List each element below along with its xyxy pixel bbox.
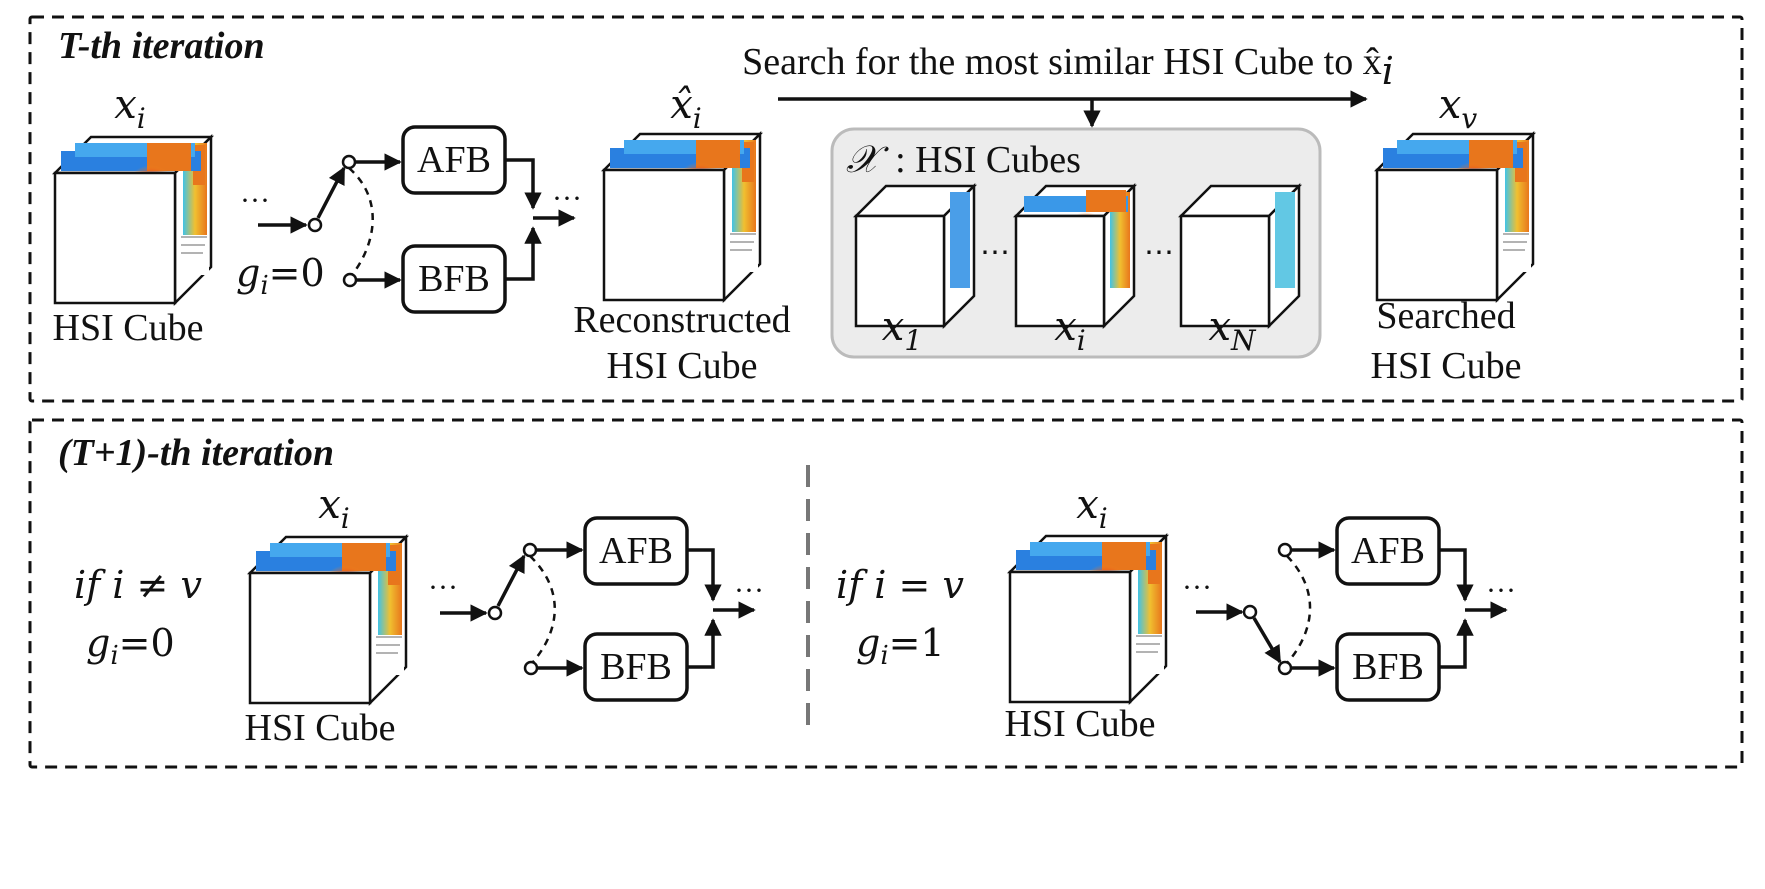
bottom-left-gate-switch: ··· [428, 541, 584, 677]
bottom-right-gate-switch: ··· [1182, 541, 1336, 677]
svg-text:AFB: AFB [1351, 530, 1425, 572]
reconstructed-cube-symbol: x̂i [670, 82, 702, 135]
set-caption: : HSI Cubes [895, 139, 1081, 181]
searched-label-line2: HSI Cube [1371, 345, 1522, 387]
reconstructed-hsi-cube: x̂i Reconstructed HSI Cube [573, 82, 790, 387]
input-hsi-cube: xi HSI Cube [53, 82, 213, 349]
ellipsis: ··· [1182, 571, 1212, 604]
gate-value-top: gi=0 [236, 251, 325, 301]
ellipsis: ··· [1486, 574, 1516, 607]
top-panel-title: T-th iteration [58, 25, 265, 67]
bottom-panel: (T+1)-th iteration [28, 418, 1744, 769]
bfb-block-bottom-left: BFB [583, 632, 689, 702]
search-step: Search for the most similar HSI Cube to … [742, 41, 1394, 128]
svg-text:BFB: BFB [600, 646, 672, 688]
input-cube-label: HSI Cube [53, 307, 204, 349]
bottom-left-hsi-cube: xi HSI Cube [245, 482, 408, 749]
hsi-cube-set: 𝒳 : HSI Cubes ⋯ ⋯ x1 xi xN [830, 127, 1322, 359]
condition-equal: if i = v gi=1 [836, 563, 964, 671]
afb-block-top: AFB [401, 125, 507, 195]
set-cube-1 [854, 184, 976, 328]
ellipsis: ⋯ [1144, 236, 1174, 269]
condition-neq-text: if i ≠ v [74, 563, 202, 607]
bottom-left-cube-label: HSI Cube [245, 707, 396, 749]
afb-block-bottom-left: AFB [583, 516, 689, 586]
bfb-block-top: BFB [401, 244, 507, 314]
ellipsis: ··· [240, 184, 270, 217]
bottom-left-cube-symbol: xi [318, 482, 350, 535]
top-panel: T-th iteration [28, 15, 1744, 403]
reconstructed-label-line1: Reconstructed [573, 299, 790, 341]
top-gate-switch: ··· gi=0 [236, 153, 402, 301]
condition-eq-text: if i = v [836, 563, 964, 607]
bfb-block-bottom-right: BFB [1335, 632, 1441, 702]
bottom-right-cube-label: HSI Cube [1005, 703, 1156, 745]
input-cube-symbol: xi [114, 82, 146, 135]
bottom-left-merge: ··· [687, 548, 764, 669]
set-cube-n [1179, 184, 1301, 328]
searched-cube-symbol: xv [1439, 82, 1478, 135]
svg-text:BFB: BFB [418, 258, 490, 300]
ellipsis: ··· [428, 571, 458, 604]
gate-value-neq: gi=0 [86, 621, 175, 671]
set-cube-1-symbol: x1 [882, 304, 922, 357]
reconstructed-label-line2: HSI Cube [607, 345, 758, 387]
set-cube-i-symbol: xi [1054, 304, 1086, 357]
ellipsis: ··· [734, 574, 764, 607]
ellipsis: ⋯ [980, 236, 1010, 269]
condition-not-equal: if i ≠ v gi=0 [74, 563, 202, 671]
set-cube-n-symbol: xN [1208, 304, 1257, 357]
search-caption: Search for the most similar HSI Cube to … [742, 41, 1394, 93]
top-merge: ··· [505, 158, 582, 281]
afb-block-bottom-right: AFB [1335, 516, 1441, 586]
searched-hsi-cube: xv Searched HSI Cube [1371, 82, 1535, 387]
svg-text:BFB: BFB [1352, 646, 1424, 688]
bottom-panel-title: (T+1)-th iteration [58, 432, 334, 474]
ellipsis: ··· [552, 182, 582, 215]
bottom-right-cube-symbol: xi [1076, 482, 1108, 535]
svg-text:AFB: AFB [417, 139, 491, 181]
gate-value-eq: gi=1 [856, 621, 945, 671]
bottom-right-merge: ··· [1439, 548, 1516, 669]
svg-text:AFB: AFB [599, 530, 673, 572]
searched-label-line1: Searched [1376, 295, 1515, 337]
bottom-right-hsi-cube: xi HSI Cube [1005, 482, 1168, 745]
